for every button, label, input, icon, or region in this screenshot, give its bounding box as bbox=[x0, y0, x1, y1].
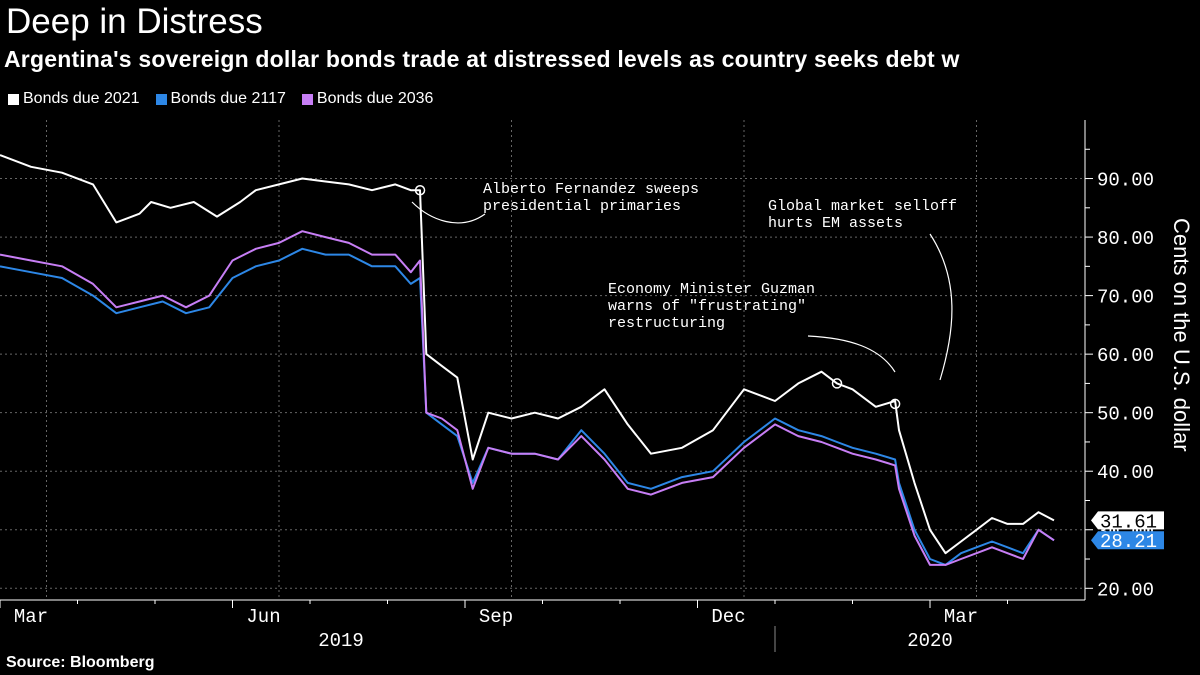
y-tick-label: 90.00 bbox=[1097, 170, 1154, 192]
series-line-bonds-due-2036 bbox=[0, 230, 1055, 566]
end-label-box bbox=[1091, 511, 1164, 530]
legend: Bonds due 2021 Bonds due 2117 Bonds due … bbox=[8, 90, 433, 108]
x-tick-label: Mar bbox=[14, 606, 48, 628]
end-label-box bbox=[1091, 531, 1164, 550]
annotation-arrow bbox=[929, 233, 953, 381]
legend-item-2021: Bonds due 2021 bbox=[8, 90, 140, 108]
legend-item-2036: Bonds due 2036 bbox=[301, 90, 434, 108]
legend-swatch-2036 bbox=[301, 93, 313, 105]
series-lines bbox=[0, 154, 1055, 566]
year-label: 2020 bbox=[907, 630, 953, 652]
legend-item-2117: Bonds due 2117 bbox=[155, 90, 286, 108]
y-axis-label: Cents on the U.S. dollar bbox=[1169, 218, 1194, 452]
source-note: Source: Bloomberg bbox=[6, 654, 155, 671]
x-tick-label: Jun bbox=[246, 606, 280, 628]
end-label-text: 28.21 bbox=[1100, 531, 1157, 553]
chart-subtitle: Argentina's sovereign dollar bonds trade… bbox=[4, 46, 960, 72]
x-tick-label: Sep bbox=[479, 606, 513, 628]
legend-label-2036: Bonds due 2036 bbox=[316, 90, 434, 107]
end-label-text: 31.61 bbox=[1100, 511, 1157, 533]
y-tick-label: 50.00 bbox=[1097, 404, 1154, 426]
annotation-arrow bbox=[411, 201, 486, 224]
annotation-marker bbox=[889, 398, 901, 410]
legend-label-2117: Bonds due 2117 bbox=[170, 90, 286, 107]
annotation-text: restructuring bbox=[608, 315, 725, 332]
annotation-text: Global market selloff bbox=[768, 198, 957, 215]
series-line-bonds-due-2021 bbox=[0, 154, 1055, 555]
annotation-marker bbox=[831, 378, 843, 389]
x-tick-label: Mar bbox=[944, 606, 978, 628]
y-tick-label: 20.00 bbox=[1097, 579, 1154, 601]
year-label: 2019 bbox=[318, 630, 364, 652]
y-tick-label: 70.00 bbox=[1097, 287, 1154, 309]
annotation-text: Economy Minister Guzman bbox=[608, 281, 815, 298]
annotation-text: presidential primaries bbox=[483, 198, 681, 215]
y-tick-label: 80.00 bbox=[1097, 228, 1154, 250]
annotation-text: Alberto Fernandez sweeps bbox=[483, 181, 699, 198]
chart-title: Deep in Distress bbox=[6, 2, 263, 41]
annotation-text: warns of "frustrating" bbox=[608, 298, 806, 315]
x-tick-label: Dec bbox=[711, 606, 745, 628]
annotation-marker bbox=[414, 184, 426, 196]
y-tick-label: 60.00 bbox=[1097, 345, 1154, 367]
annotation-text: hurts EM assets bbox=[768, 215, 903, 232]
y-tick-label: 40.00 bbox=[1097, 462, 1154, 484]
grid bbox=[0, 120, 1085, 600]
legend-swatch-2021 bbox=[8, 93, 19, 105]
annotation-arrow bbox=[807, 335, 896, 373]
legend-label-2021: Bonds due 2021 bbox=[23, 90, 140, 107]
legend-swatch-2117 bbox=[155, 93, 167, 105]
